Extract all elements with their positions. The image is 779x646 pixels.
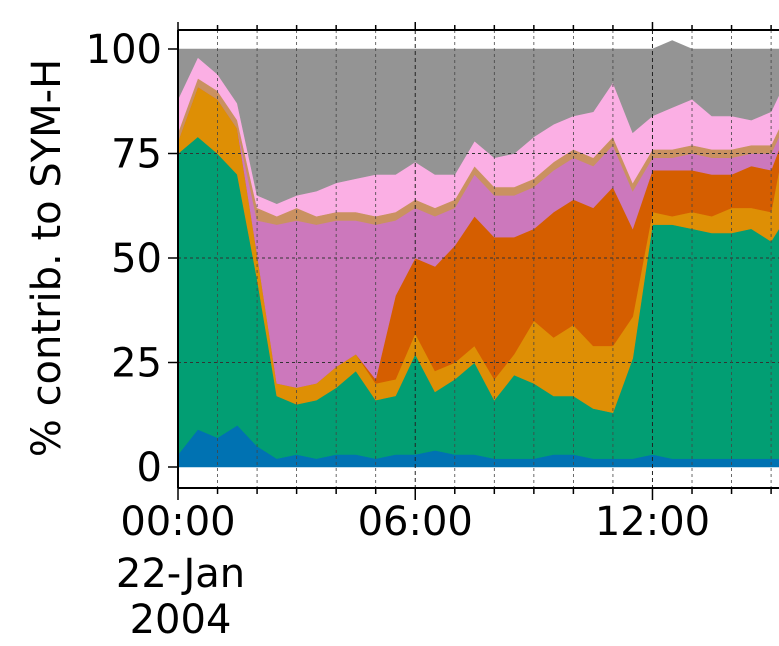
gridlines xyxy=(178,30,779,488)
y-tick-label-3: 75 xyxy=(111,132,162,178)
area-series-8 xyxy=(177,40,779,205)
x-tick-label-1: 06:00 xyxy=(358,499,473,545)
x-tick-label-2: 12:00 xyxy=(595,499,710,545)
axes: 0 25 50 75 100 00:00 06:00 12:00 xyxy=(86,22,779,545)
y-tick-label-1: 25 xyxy=(111,341,162,387)
y-tick-label-2: 50 xyxy=(111,236,162,282)
x-tick-date-line1: 22-Jan xyxy=(115,551,246,597)
x-tick-date-line2: 2004 xyxy=(129,597,232,643)
y-tick-label-0: 0 xyxy=(137,445,162,491)
y-axis-label: % contrib. to SYM-H xyxy=(24,59,70,457)
stacked-areas xyxy=(177,40,779,468)
y-tick-label-4: 100 xyxy=(86,27,162,73)
x-tick-label-0: 00:00 xyxy=(120,499,235,545)
